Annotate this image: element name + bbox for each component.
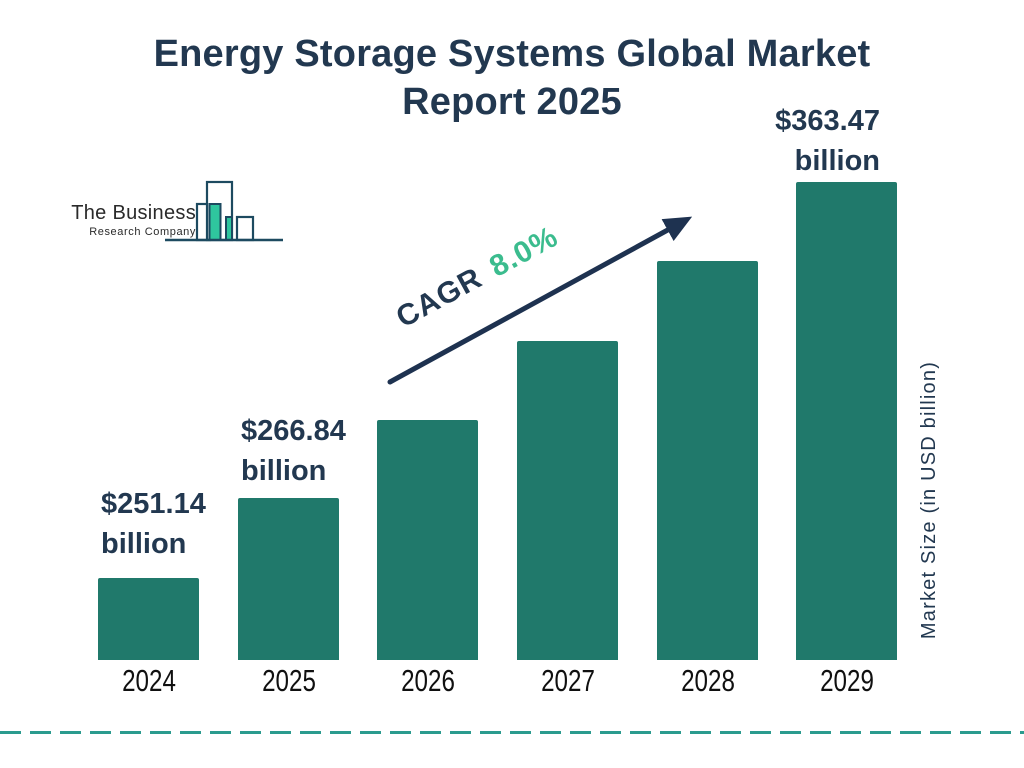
- bar-value-label-2029: $363.47 billion: [708, 101, 880, 181]
- value-unit: billion: [101, 528, 187, 560]
- logo-text-secondary: Research Company: [89, 226, 196, 238]
- page-title: Energy Storage Systems Global Market Rep…: [0, 30, 1024, 126]
- growth-arrow-icon: [387, 216, 693, 385]
- bar-2029: [796, 182, 897, 660]
- bar-2028: [657, 261, 758, 660]
- bar-value-label-2025: $266.84 billion: [241, 411, 413, 491]
- x-axis-label-2027: 2027: [540, 663, 595, 698]
- bar-2026: [377, 420, 478, 660]
- value-unit: billion: [241, 455, 327, 487]
- bar-chart-logo-icon: [165, 180, 283, 242]
- logo-text-primary: The Business: [71, 202, 196, 224]
- value-amount: $251.14: [101, 488, 206, 520]
- bar-2025: [238, 498, 339, 660]
- value-amount: $363.47: [775, 105, 880, 137]
- bar-value-label-2024: $251.14 billion: [101, 484, 273, 564]
- x-axis-label-2028: 2028: [680, 663, 735, 698]
- value-amount: $266.84: [241, 415, 346, 447]
- y-axis-label: Market Size (in USD billion): [918, 360, 940, 640]
- company-logo-text: The Business Research Company: [70, 202, 196, 238]
- bottom-dashed-divider: [0, 731, 1024, 734]
- x-axis-label-2025: 2025: [261, 663, 316, 698]
- x-axis-label-2029: 2029: [819, 663, 874, 698]
- value-unit: billion: [794, 145, 880, 177]
- bar-2024: [98, 578, 199, 660]
- page-title-line2: Report 2025: [402, 81, 622, 123]
- x-axis-label-2026: 2026: [400, 663, 455, 698]
- bar-2027: [517, 341, 618, 660]
- x-axis-label-2024: 2024: [121, 663, 176, 698]
- page-title-line1: Energy Storage Systems Global Market: [153, 33, 871, 75]
